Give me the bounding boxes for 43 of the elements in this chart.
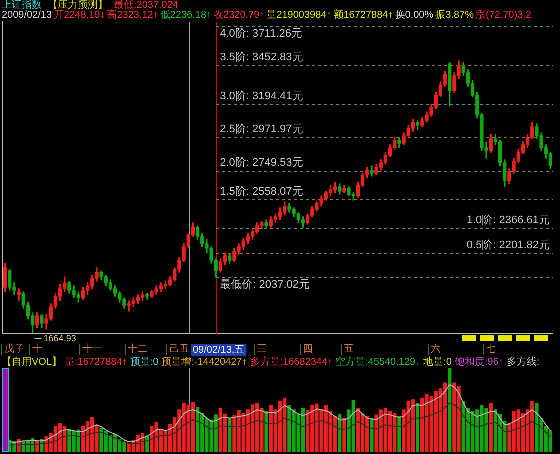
x-tick-label: 三 xyxy=(256,344,267,355)
ref-line-label: 0.5阶: 2201.82元 xyxy=(466,239,550,252)
ref-line-label: 最低价: 2037.02元 xyxy=(220,278,310,291)
ref-line-label: 3.0阶: 3194.41元 xyxy=(220,90,304,102)
ref-line-label: 3.5阶: 3452.83元 xyxy=(220,52,304,64)
text: 【压力预测】 xyxy=(48,0,108,11)
x-tick-label: 十一 xyxy=(82,342,102,355)
annotation: 多方量:16682344↑ xyxy=(250,357,333,368)
x-tick-label: 十 xyxy=(32,342,42,355)
ref-line-label: 4.0阶: 3711.26元 xyxy=(220,28,302,40)
text: 09/02/13,五 xyxy=(193,344,245,356)
text: 额16727884↑ xyxy=(334,10,394,21)
text: 高2323.12↑ xyxy=(107,10,158,21)
text: 收2320.79↑ xyxy=(214,10,265,21)
ref-line-label: 2.5阶: 2971.97元 xyxy=(220,124,304,136)
ref-line-label: 1.5阶: 2558.07元 xyxy=(220,186,304,198)
x-tick-label: 四 xyxy=(302,344,313,355)
annotation: 预量增:-14420427↑ xyxy=(162,357,248,368)
text: 换0.00% xyxy=(395,10,434,21)
text: 振3.87% xyxy=(436,10,474,21)
annotation: 多方线: xyxy=(506,357,540,368)
annotation: 饱和度:96↑ xyxy=(454,357,504,368)
annotation: 地量:0 xyxy=(424,357,452,368)
text: 最低:2037.024 xyxy=(114,0,178,11)
x-tick-label: 己丑 xyxy=(169,344,190,355)
ref-line-label: 2.0阶: 2749.53元 xyxy=(220,157,304,170)
x-tick-label: 十二 xyxy=(128,342,148,355)
x-tick-label: 七 xyxy=(486,342,496,355)
text: 量219003984↑ xyxy=(266,10,332,21)
x-tick-label: 六 xyxy=(431,342,442,355)
text: 涨(72.70)3.2 xyxy=(476,10,532,21)
chart-title: 【自用VOL】 xyxy=(2,357,62,368)
annotation: 量:16727884↑ xyxy=(65,357,128,368)
chart-title: 上证指数 xyxy=(2,0,42,11)
ref-line-label: 1.0阶: 2366.61元 xyxy=(466,214,550,227)
text: 2009/02/13 xyxy=(2,10,52,21)
annotation: 1664.93 xyxy=(44,334,76,344)
x-tick-label: 五 xyxy=(344,344,354,355)
annotation: 预量:0 xyxy=(130,357,159,368)
text: 低2236.18↑ xyxy=(160,10,212,21)
annotation: 空方量:45540.129↓ xyxy=(336,357,421,368)
x-tick-label: 戊子 xyxy=(4,342,24,355)
text: 开2248.19↓ xyxy=(54,10,106,21)
